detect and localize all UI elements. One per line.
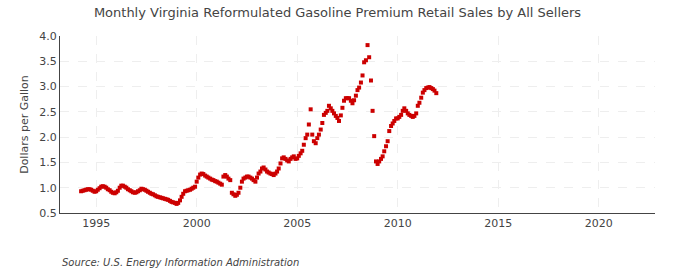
- svg-text:3.5: 3.5: [39, 55, 57, 68]
- svg-text:2.0: 2.0: [39, 131, 57, 144]
- svg-text:1995: 1995: [82, 217, 110, 230]
- svg-text:1.0: 1.0: [39, 182, 57, 195]
- svg-text:0.5: 0.5: [39, 207, 57, 220]
- svg-text:2005: 2005: [283, 217, 311, 230]
- svg-text:1.5: 1.5: [39, 156, 57, 169]
- svg-text:2020: 2020: [585, 217, 613, 230]
- svg-text:2015: 2015: [484, 217, 512, 230]
- svg-text:2010: 2010: [384, 217, 412, 230]
- svg-text:3.0: 3.0: [39, 80, 57, 93]
- svg-text:4.0: 4.0: [39, 30, 57, 43]
- svg-text:Source: U.S. Energy Informatio: Source: U.S. Energy Information Administ…: [62, 257, 299, 268]
- svg-text:Dollars per Gallon: Dollars per Gallon: [18, 75, 31, 174]
- svg-text:2000: 2000: [183, 217, 211, 230]
- svg-text:2.5: 2.5: [39, 106, 57, 119]
- svg-text:Monthly Virginia Reformulated: Monthly Virginia Reformulated Gasoline P…: [94, 5, 581, 20]
